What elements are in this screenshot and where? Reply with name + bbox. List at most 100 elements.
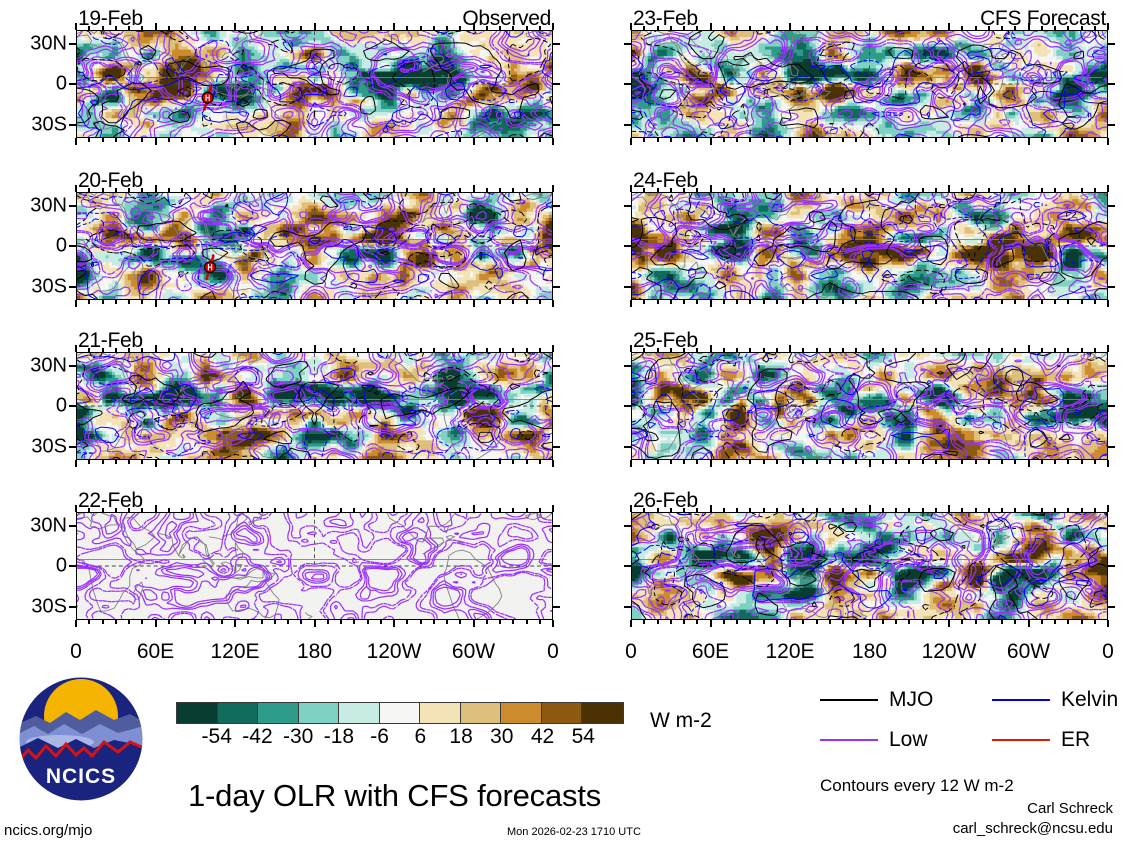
x-tick-mark — [1093, 300, 1096, 304]
x-tick-mark — [921, 508, 924, 512]
x-tick-mark — [722, 348, 725, 352]
x-tick-mark — [1093, 138, 1096, 142]
x-tick-mark — [1027, 620, 1030, 627]
x-tick-mark — [154, 300, 157, 307]
figure-title: 1-day OLR with CFS forecasts — [188, 778, 601, 814]
x-tick-mark — [419, 508, 422, 512]
x-tick-mark — [525, 188, 528, 192]
x-tick-mark — [326, 348, 329, 352]
x-tick-mark — [273, 138, 276, 142]
x-tick-mark — [326, 188, 329, 192]
x-tick-mark — [696, 300, 699, 304]
low-frequency-contours — [77, 193, 552, 299]
panel-column-header: CFS Forecast — [980, 7, 1106, 31]
x-tick-mark — [802, 188, 805, 192]
colorbar-tick--30: -30 — [283, 725, 313, 749]
x-tick-mark — [1107, 345, 1109, 352]
x-tick-mark — [525, 138, 528, 142]
x-tick-mark — [247, 508, 250, 512]
x-tick-mark — [154, 460, 157, 467]
x-tick-mark — [709, 185, 712, 192]
colorbar-cell-5 — [379, 703, 421, 723]
y-tick-mark — [1108, 83, 1115, 85]
y-tick-mark — [624, 565, 631, 567]
x-tick-mark — [736, 620, 738, 624]
colorbar-tick-6: 6 — [415, 725, 427, 749]
x-tick-mark — [207, 460, 210, 464]
x-tick-mark — [656, 620, 659, 624]
x-tick-mark — [220, 26, 223, 30]
x-tick-mark — [775, 300, 778, 304]
x-tick-mark — [908, 300, 911, 304]
x-tick-mark — [88, 300, 91, 304]
x-tick-mark — [948, 460, 950, 467]
right-x-label-3: 180 — [852, 640, 887, 664]
map-render — [77, 513, 552, 619]
legend-label: Low — [889, 728, 928, 752]
x-tick-mark — [366, 138, 369, 142]
kelvin-contours — [632, 31, 1107, 137]
x-tick-mark — [669, 460, 672, 464]
x-tick-mark — [961, 188, 964, 192]
x-tick-mark — [340, 460, 342, 464]
y-tick-mark — [1108, 123, 1115, 126]
x-tick-mark — [881, 508, 884, 512]
x-tick-mark — [379, 138, 382, 142]
x-tick-mark — [974, 138, 977, 142]
y-tick-mark — [1108, 364, 1115, 367]
legend-line-swatch-er — [992, 739, 1050, 741]
x-tick-mark — [300, 300, 303, 304]
x-tick-mark — [789, 505, 791, 512]
x-tick-mark — [406, 300, 409, 304]
x-tick-mark — [974, 620, 977, 624]
map-render — [632, 31, 1107, 137]
x-tick-mark — [234, 460, 236, 467]
x-tick-mark — [432, 138, 435, 142]
x-tick-mark — [683, 620, 685, 624]
kelvin-contours — [77, 353, 552, 459]
legend-item-mjo: MJO — [820, 688, 933, 712]
colorbar-strip — [176, 702, 624, 724]
x-tick-mark — [552, 345, 554, 352]
panel-date-label: 26-Feb — [633, 489, 698, 513]
x-tick-mark — [300, 138, 303, 142]
x-tick-mark — [128, 138, 130, 142]
panel-date-label: 25-Feb — [633, 329, 698, 353]
x-tick-mark — [815, 508, 818, 512]
y-tick-label-30n: 30N — [30, 514, 67, 537]
x-tick-mark — [207, 300, 210, 304]
x-tick-mark — [260, 508, 263, 512]
x-tick-mark — [446, 348, 448, 352]
x-tick-mark — [419, 26, 422, 30]
ncics-logo: NCICS — [18, 676, 144, 802]
x-tick-mark — [1080, 26, 1083, 30]
x-tick-mark — [393, 300, 395, 307]
x-tick-mark — [722, 508, 725, 512]
site-url-label[interactable]: ncics.org/mjo — [4, 822, 92, 839]
x-tick-mark — [736, 26, 738, 30]
x-tick-mark — [207, 508, 210, 512]
x-tick-mark — [326, 300, 329, 304]
x-tick-mark — [1040, 300, 1043, 304]
x-tick-mark — [1001, 460, 1003, 464]
x-tick-mark — [868, 345, 871, 352]
y-tick-mark — [69, 524, 76, 527]
x-tick-mark — [762, 188, 765, 192]
y-tick-mark — [553, 524, 560, 527]
x-tick-mark — [260, 26, 263, 30]
x-tick-mark — [499, 348, 501, 352]
x-tick-mark — [669, 138, 672, 142]
x-tick-mark — [868, 620, 871, 627]
x-tick-mark — [842, 26, 844, 30]
x-tick-mark — [789, 300, 791, 307]
x-tick-mark — [75, 185, 77, 192]
x-tick-mark — [459, 300, 462, 304]
y-tick-mark — [553, 445, 560, 448]
x-tick-mark — [167, 138, 170, 142]
x-tick-mark — [948, 138, 950, 145]
x-tick-mark — [1107, 138, 1109, 145]
x-tick-mark — [432, 300, 435, 304]
x-tick-mark — [762, 508, 765, 512]
y-tick-mark — [69, 405, 76, 407]
x-tick-mark — [393, 138, 395, 145]
